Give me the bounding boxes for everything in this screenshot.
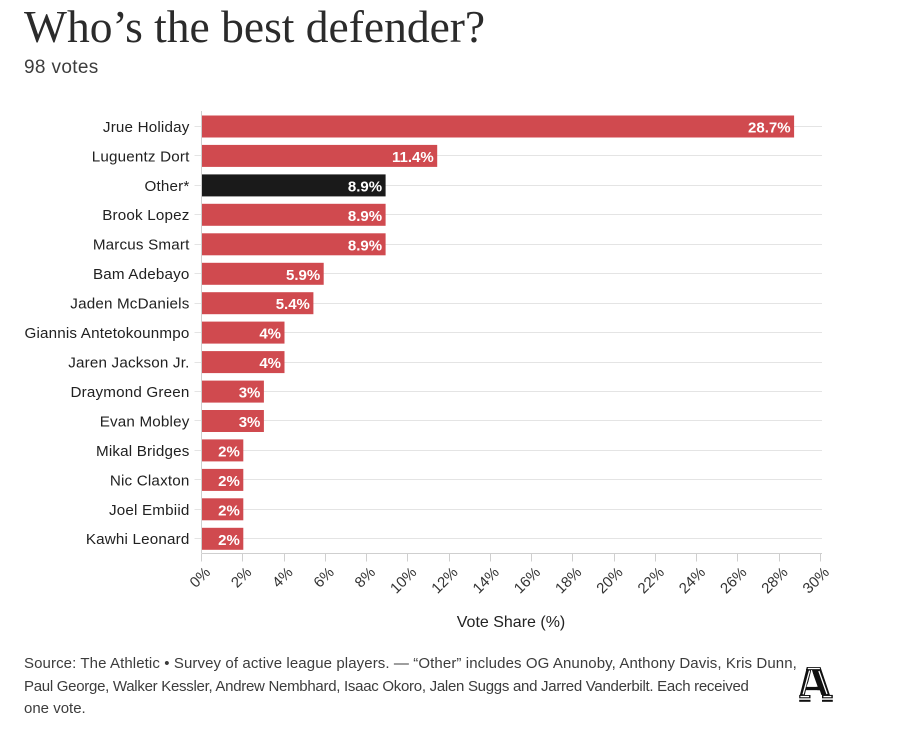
svg-text:5.9%: 5.9%	[286, 267, 320, 284]
svg-text:16%: 16%	[511, 564, 544, 597]
svg-text:4%: 4%	[259, 355, 281, 372]
svg-text:6%: 6%	[310, 564, 337, 591]
svg-text:Giannis Antetokounmpo: Giannis Antetokounmpo	[24, 325, 189, 342]
svg-text:8%: 8%	[352, 564, 379, 591]
svg-text:30%: 30%	[800, 564, 833, 597]
svg-text:10%: 10%	[387, 564, 420, 597]
svg-text:11.4%: 11.4%	[392, 149, 434, 166]
svg-text:8.9%: 8.9%	[348, 208, 382, 225]
svg-text:22%: 22%	[635, 564, 668, 597]
svg-text:8.9%: 8.9%	[348, 178, 382, 195]
svg-text:2%: 2%	[228, 564, 255, 591]
svg-text:Mikal Bridges: Mikal Bridges	[96, 443, 190, 460]
svg-text:18%: 18%	[552, 564, 585, 597]
svg-text:Kawhi Leonard: Kawhi Leonard	[86, 531, 190, 548]
svg-text:Joel Embiid: Joel Embiid	[109, 502, 189, 519]
svg-text:Brook Lopez: Brook Lopez	[102, 207, 189, 224]
svg-text:28%: 28%	[758, 564, 791, 597]
svg-text:2%: 2%	[218, 473, 240, 490]
svg-text:3%: 3%	[239, 385, 261, 402]
svg-text:12%: 12%	[428, 564, 461, 597]
svg-text:8.9%: 8.9%	[348, 237, 382, 254]
svg-text:20%: 20%	[593, 564, 626, 597]
svg-text:Jaren Jackson Jr.: Jaren Jackson Jr.	[68, 355, 189, 372]
svg-text:Marcus Smart: Marcus Smart	[93, 237, 190, 254]
svg-text:24%: 24%	[676, 564, 709, 597]
svg-text:2%: 2%	[218, 532, 240, 549]
svg-text:4%: 4%	[259, 326, 281, 343]
svg-text:Bam Adebayo: Bam Adebayo	[93, 266, 190, 283]
svg-text:4%: 4%	[269, 564, 296, 591]
svg-text:26%: 26%	[717, 564, 750, 597]
svg-text:2%: 2%	[218, 443, 240, 460]
svg-text:28.7%: 28.7%	[748, 120, 791, 137]
svg-text:Draymond Green: Draymond Green	[70, 384, 189, 401]
svg-text:2%: 2%	[218, 502, 240, 519]
svg-text:Luguentz Dort: Luguentz Dort	[92, 148, 190, 165]
svg-text:Other*: Other*	[145, 178, 190, 195]
svg-text:Vote Share (%): Vote Share (%)	[457, 614, 566, 631]
svg-text:14%: 14%	[470, 564, 503, 597]
svg-text:Jrue Holiday: Jrue Holiday	[103, 119, 190, 136]
svg-text:5.4%: 5.4%	[276, 296, 310, 313]
svg-text:0%: 0%	[187, 564, 214, 591]
svg-text:Nic Claxton: Nic Claxton	[110, 472, 190, 489]
svg-text:Evan Mobley: Evan Mobley	[100, 413, 190, 430]
svg-text:Jaden McDaniels: Jaden McDaniels	[70, 296, 189, 313]
svg-text:3%: 3%	[239, 414, 261, 431]
